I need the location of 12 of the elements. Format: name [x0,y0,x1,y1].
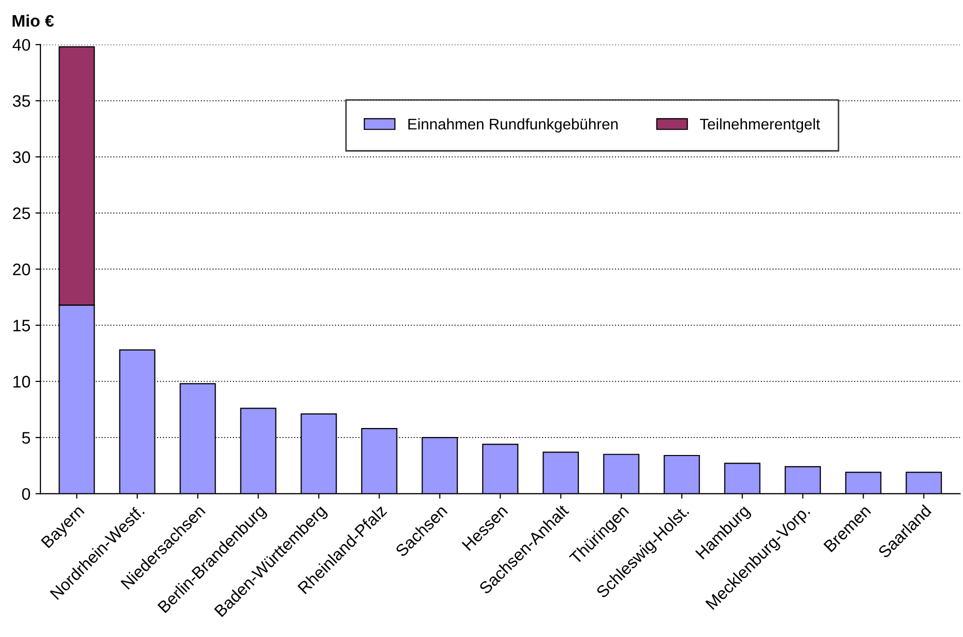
y-tick-label: 5 [22,432,30,444]
y-tick-label: 40 [12,38,30,51]
y-tick-label: 35 [12,95,30,107]
y-tick-label: 20 [13,264,30,276]
y-tick-label: 0 [22,488,30,500]
legend-label: Teilnehmerentgelt [700,118,820,133]
legend-label: Einnahmen Rundfunkgebühren [408,118,618,133]
y-tick-label: 15 [13,320,30,332]
y-axis-title: Mio € [12,14,54,27]
y-tick-label: 30 [12,151,30,164]
y-tick-label: 10 [13,376,30,388]
y-tick-label: 25 [13,207,30,220]
